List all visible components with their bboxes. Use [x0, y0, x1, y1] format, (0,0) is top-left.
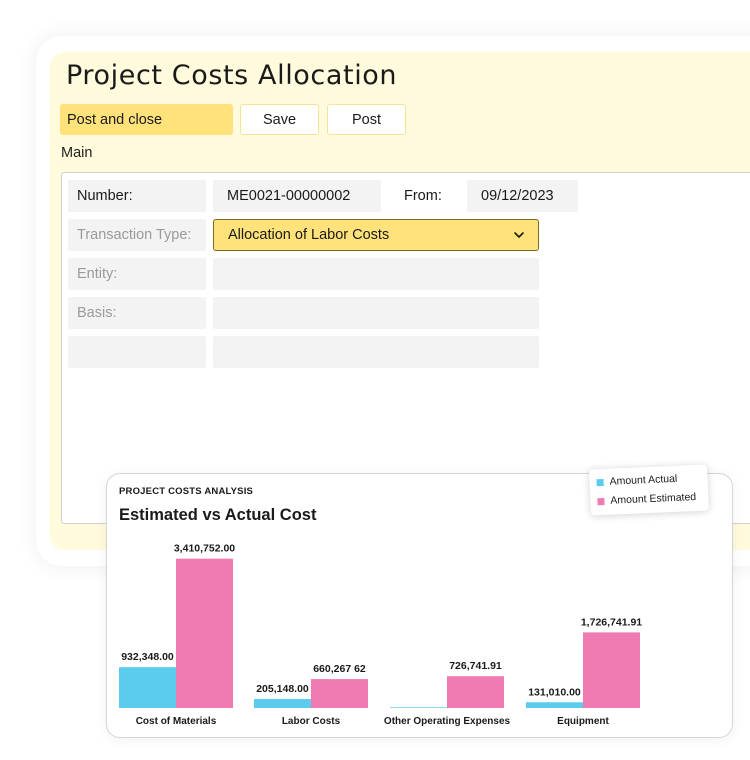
chart-legend: Amount Actual Amount Estimated [589, 464, 709, 516]
legend-swatch-actual [596, 478, 604, 486]
chevron-down-icon [514, 232, 524, 238]
chart-title: Estimated vs Actual Cost [119, 506, 317, 524]
basis-label: Basis: [68, 297, 206, 329]
legend-item-actual: Amount Actual [596, 472, 678, 489]
post-and-close-button[interactable]: Post and close [60, 104, 233, 135]
number-field[interactable]: ME0021-00000002 [213, 180, 381, 212]
transaction-type-label: Transaction Type: [68, 219, 206, 251]
save-button[interactable]: Save [240, 104, 319, 135]
legend-item-estimated: Amount Estimated [597, 491, 696, 507]
empty-label-cell [68, 336, 206, 368]
empty-value-field[interactable] [213, 336, 539, 368]
page-title: Project Costs Allocation [66, 60, 398, 91]
section-label-main: Main [61, 145, 93, 161]
legend-label-estimated: Amount Estimated [610, 490, 697, 507]
transaction-type-dropdown[interactable]: Allocation of Labor Costs [213, 219, 539, 251]
number-label: Number: [68, 180, 206, 212]
entity-label: Entity: [68, 258, 206, 290]
legend-label-actual: Amount Actual [609, 472, 678, 488]
chart-kicker: PROJECT COSTS ANALYSIS [119, 486, 254, 497]
from-label: From: [404, 188, 442, 204]
from-date-field[interactable]: 09/12/2023 [467, 180, 578, 212]
entity-field[interactable] [213, 258, 539, 290]
basis-field[interactable] [213, 297, 539, 329]
post-button[interactable]: Post [327, 104, 406, 135]
legend-swatch-estimated [597, 497, 605, 505]
transaction-type-value: Allocation of Labor Costs [228, 227, 390, 243]
